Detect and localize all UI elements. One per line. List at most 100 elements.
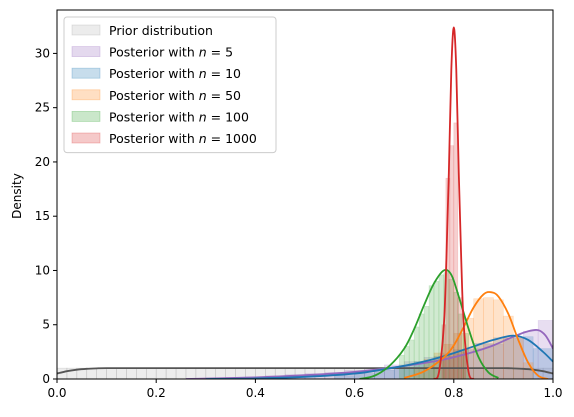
legend-item: Posterior with n = 5 (71, 45, 233, 60)
histogram-bar (116, 367, 127, 379)
histogram-bar (155, 367, 167, 379)
histogram-bar (126, 367, 137, 379)
legend-label-n: n (199, 88, 207, 103)
legend-label-eq: = (207, 88, 225, 103)
histogram-bar (195, 367, 207, 379)
y-tick-label: 15 (35, 209, 50, 223)
legend-label-n-value: 5 (225, 45, 233, 60)
legend-label-n: n (199, 109, 207, 124)
legend-swatch (71, 89, 101, 101)
density-curve-4 (359, 269, 499, 379)
legend-label-text: Posterior with (109, 45, 199, 60)
histogram-bar (458, 313, 465, 379)
histogram-bar (483, 343, 504, 379)
legend-label-eq: = (207, 131, 225, 146)
histogram-bar (532, 367, 544, 379)
histogram-bar (145, 367, 157, 379)
plot-frame (56, 9, 554, 380)
legend-swatch (71, 46, 101, 57)
legend-label: Posterior with n = 50 (109, 88, 241, 103)
histogram-bar (542, 367, 553, 379)
histogram-bar (428, 285, 435, 379)
histogram-bar (57, 367, 68, 379)
legend-swatch (71, 111, 101, 122)
histogram-bar (393, 366, 415, 379)
x-tick-label: 0.6 (345, 386, 364, 400)
histogram-layer (57, 122, 553, 379)
histogram-bar (522, 362, 534, 379)
histogram-bar (418, 313, 425, 379)
x-axis: 0.0 0.2 0.4 0.6 0.8 1.0 (47, 379, 563, 400)
histogram-bar (503, 315, 514, 379)
legend-label-n: n (199, 131, 207, 146)
legend-box (63, 16, 277, 154)
x-tick-label: 0.8 (444, 386, 463, 400)
legend-label-text: Posterior with (109, 66, 199, 81)
histogram-bar (66, 367, 78, 379)
histogram-bar (403, 346, 410, 379)
histogram-bar (205, 367, 217, 379)
legend-label-eq: = (207, 66, 225, 81)
density-curve-3 (403, 291, 549, 379)
legend-label-n-value: 10 (225, 66, 241, 81)
legend-label-n: n (199, 66, 207, 81)
histogram-bar (185, 367, 197, 379)
histogram-bar (96, 367, 107, 379)
x-tick-label: 0.4 (246, 386, 265, 400)
legend-label-text: Posterior with (109, 131, 199, 146)
y-axis: 0 5 10 15 20 25 30 (35, 46, 57, 386)
histogram-bar (413, 326, 420, 379)
y-tick-label: 5 (42, 318, 50, 332)
legend-label-eq: = (207, 45, 225, 60)
y-axis-label: Density (10, 173, 24, 219)
histogram-bar (443, 343, 455, 379)
legend-item: Posterior with n = 100 (71, 109, 249, 124)
x-tick-label: 1.0 (543, 386, 562, 400)
y-tick-label: 0 (42, 372, 50, 386)
legend-label-n-value: 100 (225, 109, 249, 124)
histogram-bar (136, 367, 147, 379)
legend-label: Posterior with n = 5 (109, 45, 233, 60)
legend-label-text: Posterior with (109, 109, 199, 124)
legend-swatch (71, 67, 101, 79)
histogram-bar (453, 122, 459, 379)
legend-label-text: Prior distribution (109, 23, 213, 38)
histogram-bar (522, 367, 534, 379)
legend-label: Posterior with n = 100 (109, 109, 249, 124)
histogram-bar (76, 367, 88, 379)
legend-label-eq: = (207, 109, 225, 124)
legend-label-text: Posterior with (109, 88, 199, 103)
y-tick-label: 20 (35, 155, 50, 169)
legend-label: Posterior with n = 10 (109, 66, 241, 81)
histogram-bar (165, 367, 177, 379)
legend-item: Prior distribution (71, 23, 213, 38)
histogram-bar (408, 339, 415, 379)
x-tick-label: 0.2 (147, 386, 166, 400)
y-tick-label: 25 (35, 101, 50, 115)
legend-item: Posterior with n = 1000 (71, 131, 257, 146)
legend-label: Posterior with n = 1000 (109, 131, 257, 146)
legend-label: Prior distribution (109, 23, 213, 38)
histogram-bar (106, 367, 117, 379)
density-curve-1 (185, 328, 553, 379)
legend-swatch (71, 132, 101, 144)
density-curve-layer (57, 26, 553, 379)
legend-item: Posterior with n = 50 (71, 88, 241, 103)
legend-item: Posterior with n = 10 (71, 66, 241, 81)
legend-label-n: n (199, 45, 207, 60)
x-tick-label: 0.0 (47, 386, 66, 400)
histogram-bar (423, 305, 430, 379)
density-curve-0 (57, 367, 553, 375)
histogram-bar (175, 367, 187, 379)
y-tick-label: 10 (35, 263, 50, 277)
y-tick-label: 30 (35, 46, 50, 60)
legend-label-n-value: 1000 (225, 131, 257, 146)
histogram-bar (483, 297, 494, 379)
histogram-bar (86, 367, 97, 379)
density-curve-5 (433, 26, 475, 379)
legend-swatch (71, 24, 101, 36)
histogram-bar (473, 298, 484, 379)
